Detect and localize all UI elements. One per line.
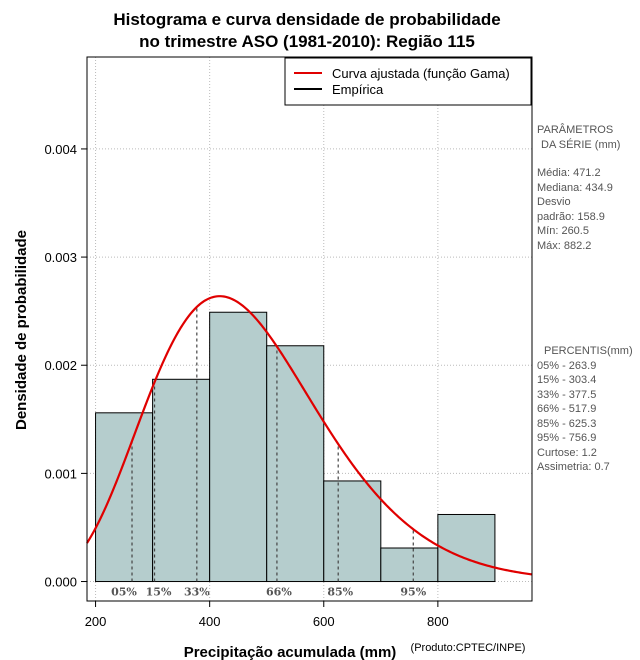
x-tick-label: 400 [199, 614, 221, 629]
percentile-label: 33% [184, 586, 210, 599]
assimetria: Assimetria: 0.7 [537, 461, 610, 473]
histogram-bar [152, 378, 211, 583]
params-title-2: DA SÉRIE (mm) [541, 138, 621, 151]
y-axis: 0.000 0.001 0.002 0.003 0.004 [44, 142, 87, 590]
percentile-15: 15% - 303.4 [537, 374, 597, 386]
x-tick-label: 800 [427, 614, 449, 629]
chart-title-line1: Histograma e curva densidade de probabil… [113, 10, 500, 29]
percentile-33: 33% - 377.5 [537, 388, 597, 401]
legend: Curva ajustada (função Gama) Empírica [284, 57, 532, 106]
percentile-label: 15% [146, 586, 172, 599]
y-tick-label: 0.001 [44, 466, 77, 481]
percentile-85: 85% - 625.3 [537, 417, 597, 430]
param-desvio-1: Desvio [537, 196, 571, 208]
params-title-1: PARÂMETROS [537, 124, 614, 136]
percentile-lines: 05% 15% 33% 66% 85% 95% [111, 306, 427, 599]
histogram-bar [266, 345, 325, 583]
credit-text: (Produto:CPTEC/INPE) [411, 642, 526, 654]
percentiles-panel: PERCENTIS(mm) 05% - 263.9 15% - 303.4 33… [537, 344, 640, 475]
percentile-label: 66% [266, 586, 292, 599]
y-tick-label: 0.002 [44, 358, 77, 373]
histogram-bar [323, 480, 382, 583]
plot-frame [86, 56, 533, 602]
y-tick-label: 0.003 [44, 250, 77, 265]
y-axis-label: Densidade de probabilidade [13, 230, 30, 430]
percentile-label: 85% [327, 586, 353, 599]
y-tick-label: 0.004 [44, 142, 77, 157]
percentile-95: 95% - 756.9 [537, 432, 597, 444]
histogram-bar [209, 311, 268, 583]
param-min: Mín: 260.5 [537, 225, 589, 237]
histogram-bars [95, 311, 496, 583]
histogram-bar [380, 547, 439, 583]
param-desvio-2: padrão: 158.9 [537, 210, 605, 223]
legend-box [284, 57, 532, 106]
x-tick-label: 600 [313, 614, 335, 629]
percentile-label: 95% [400, 586, 426, 599]
chart-title-line2: no trimestre ASO (1981-2010): Região 115 [139, 32, 475, 51]
curtose: Curtose: 1.2 [537, 446, 597, 459]
histogram-bar [437, 513, 496, 583]
x-axis: 200 400 600 800 [85, 601, 449, 629]
percentile-66: 66% - 517.9 [537, 403, 597, 415]
gamma-curve [86, 295, 533, 576]
histogram-bar [95, 412, 154, 583]
percentile-05: 05% - 263.9 [537, 359, 597, 372]
gamma-curve-group [86, 295, 533, 576]
param-media: Média: 471.2 [537, 167, 601, 179]
percentis-title: PERCENTIS(mm) [544, 345, 633, 357]
legend-label-curve: Curva ajustada (função Gama) [332, 66, 510, 81]
y-tick-label: 0.000 [44, 575, 77, 590]
param-mediana: Mediana: 434.9 [537, 181, 613, 194]
x-axis-label: Precipitação acumulada (mm) [184, 644, 397, 660]
series-parameters-panel: PARÂMETROS DA SÉRIE (mm) Média: 471.2 Me… [537, 123, 640, 253]
percentile-label: 05% [111, 586, 137, 599]
x-tick-label: 200 [85, 614, 107, 629]
param-max: Máx: 882.2 [537, 239, 592, 252]
legend-label-empirical: Empírica [332, 82, 384, 97]
